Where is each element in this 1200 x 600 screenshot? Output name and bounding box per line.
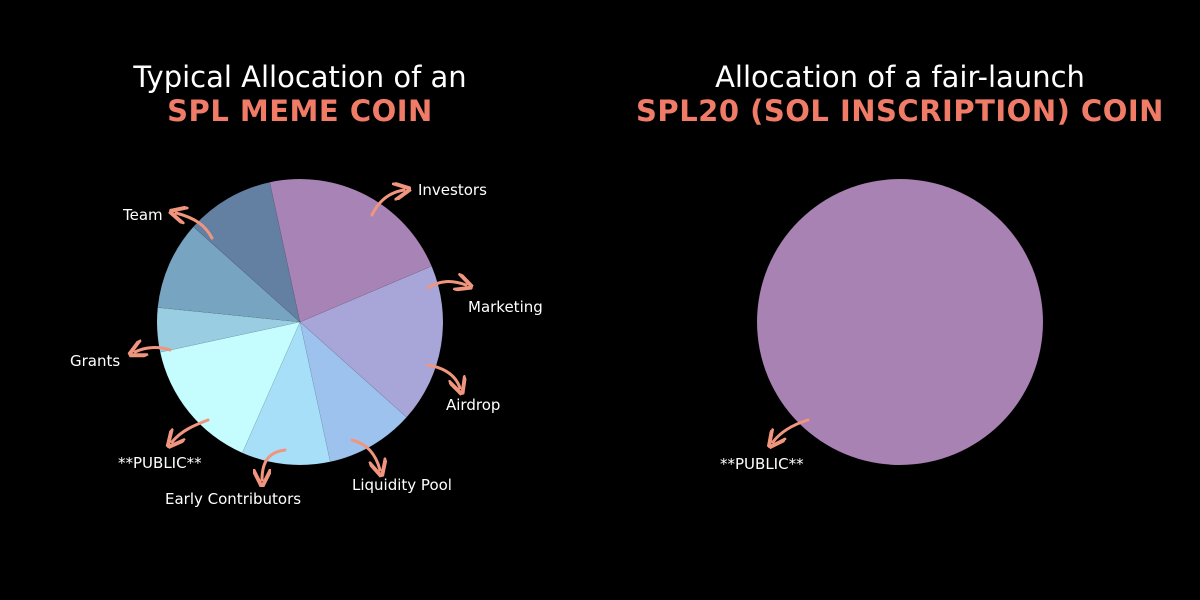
left-slice-public bbox=[157, 226, 301, 323]
left-label-grants: Grants bbox=[70, 352, 120, 370]
annotations: Investors Marketing Airdrop Liquidity Pool E… bbox=[70, 181, 810, 508]
left-slice-investors bbox=[299, 265, 444, 418]
left-slice-airdrop bbox=[241, 321, 331, 466]
left-arrow-early-contributors bbox=[262, 448, 287, 480]
left-arrow-liquidity-pool bbox=[350, 438, 380, 470]
left-label-investors: Investors bbox=[418, 181, 487, 199]
left-label-team: Team bbox=[122, 206, 163, 224]
left-slice-team bbox=[269, 178, 433, 323]
left-label-airdrop: Airdrop bbox=[446, 396, 500, 414]
left-label-public: **PUBLIC** bbox=[118, 454, 202, 472]
right-chart-title: Allocation of a fair-launch bbox=[715, 60, 1085, 94]
left-pie bbox=[156, 178, 444, 466]
left-slice-liquidity-pool bbox=[159, 321, 301, 454]
right-pie bbox=[756, 178, 1044, 466]
left-panel: Typical Allocation of an SPL MEME COIN bbox=[133, 60, 467, 128]
left-arrow-investors bbox=[370, 190, 404, 217]
left-label-early-contributors: Early Contributors bbox=[165, 490, 301, 508]
left-arrow-grants bbox=[135, 348, 172, 352]
left-slice-grants bbox=[192, 181, 301, 323]
left-label-liquidity-pool: Liquidity Pool bbox=[352, 476, 452, 494]
right-label-public: **PUBLIC** bbox=[720, 455, 804, 473]
left-arrow-team bbox=[176, 213, 214, 240]
right-chart-subtitle: SPL20 (SOL INSCRIPTION) COIN bbox=[636, 94, 1164, 128]
left-slice-marketing bbox=[299, 321, 408, 463]
right-panel: Allocation of a fair-launch SPL20 (SOL I… bbox=[600, 0, 1200, 600]
left-arrow-airdrop bbox=[426, 363, 460, 388]
right-arrow-public bbox=[773, 418, 810, 442]
left-arrow-public bbox=[172, 418, 210, 442]
left-chart-subtitle: SPL MEME COIN bbox=[167, 94, 433, 128]
left-label-marketing: Marketing bbox=[468, 298, 543, 316]
right-slice-public bbox=[756, 178, 1044, 466]
left-slice-early-contributors bbox=[156, 307, 301, 353]
left-arrow-marketing bbox=[426, 282, 466, 288]
left-chart-title: Typical Allocation of an bbox=[133, 60, 467, 94]
